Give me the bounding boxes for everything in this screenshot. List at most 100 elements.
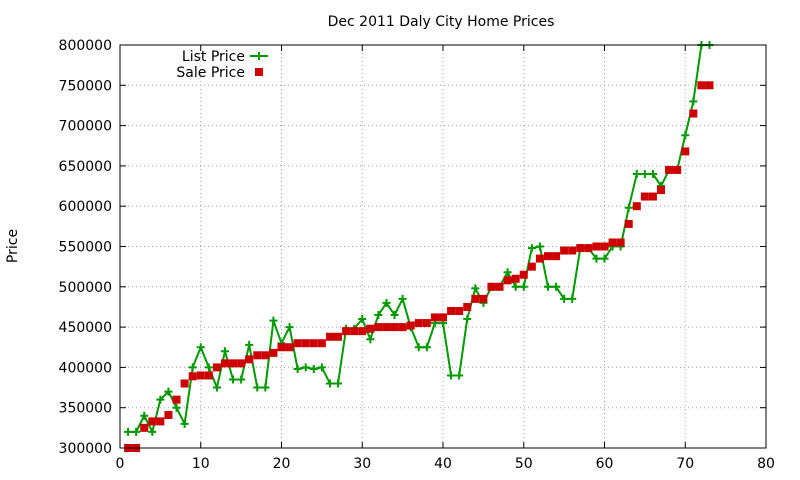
- sale-price-point: [253, 351, 262, 360]
- list-price-point: [503, 268, 512, 277]
- sale-price-point: [164, 410, 173, 419]
- sale-price-point: [503, 276, 512, 285]
- y-tick-label: 700000: [59, 119, 112, 135]
- sale-price-point: [245, 355, 254, 364]
- list-price-point: [172, 403, 181, 412]
- sale-price-point: [430, 313, 439, 322]
- list-price-point: [261, 383, 270, 392]
- y-tick-label: 650000: [59, 159, 112, 175]
- x-tick-label: 0: [116, 456, 125, 472]
- sale-price-point: [616, 238, 625, 247]
- y-tick-label: 450000: [59, 320, 112, 336]
- sale-price-point: [220, 359, 229, 368]
- sale-price-point: [204, 371, 213, 380]
- list-price-point: [390, 311, 399, 320]
- sale-price-point: [584, 244, 593, 253]
- x-tick-label: 60: [596, 456, 614, 472]
- list-price-point: [140, 411, 149, 420]
- sale-price-point: [608, 238, 617, 247]
- list-price-point: [212, 383, 221, 392]
- x-tick-label: 40: [434, 456, 452, 472]
- sale-price-point: [172, 395, 181, 404]
- list-price-point: [358, 315, 367, 324]
- list-price-legend-marker: [255, 52, 263, 60]
- list-price-point: [317, 363, 326, 372]
- sale-price-point: [447, 306, 456, 315]
- sale-price-point: [576, 244, 585, 253]
- list-price-point: [285, 323, 294, 332]
- x-tick-label: 50: [515, 456, 533, 472]
- sale-price-point: [640, 192, 649, 201]
- sale-price-point: [269, 348, 278, 357]
- list-price-point: [600, 254, 609, 263]
- sale-price-point: [382, 323, 391, 332]
- list-price-point: [632, 169, 641, 178]
- sale-price-point: [592, 242, 601, 251]
- list-price-point: [180, 419, 189, 428]
- x-tick-label: 10: [192, 456, 210, 472]
- y-tick-label: 300000: [59, 441, 112, 457]
- sale-price-point: [560, 246, 569, 255]
- sale-price-point: [277, 343, 286, 352]
- list-price-point: [568, 294, 577, 303]
- y-tick-label: 550000: [59, 240, 112, 256]
- sale-price-point: [366, 324, 375, 333]
- list-price-point: [374, 311, 383, 320]
- list-price-point: [164, 387, 173, 396]
- sale-price-point: [261, 351, 270, 360]
- sale-price-point: [697, 81, 706, 90]
- series-layer: [124, 41, 714, 452]
- sale-price-point: [479, 294, 488, 303]
- list-price-point: [560, 294, 569, 303]
- list-price-point: [366, 335, 375, 344]
- list-price-point: [269, 316, 278, 325]
- list-price-point: [463, 315, 472, 324]
- sale-price-point: [689, 109, 698, 118]
- sale-price-point: [148, 417, 157, 426]
- sale-price-point: [390, 323, 399, 332]
- list-price-point: [301, 363, 310, 372]
- list-price-point: [689, 97, 698, 106]
- ticks: 0 10 20 30 40 50 60 70 80 300000 350000 400000 45000…: [59, 38, 775, 472]
- list-price-legend-label: List Price: [182, 49, 245, 65]
- sale-price-point: [511, 274, 520, 283]
- list-price-point: [592, 254, 601, 263]
- sale-price-point: [285, 343, 294, 352]
- x-tick-label: 20: [273, 456, 291, 472]
- sale-price-point: [568, 246, 577, 255]
- sale-price-legend-marker: [255, 68, 263, 76]
- y-tick-label: 750000: [59, 78, 112, 94]
- list-price-point: [527, 244, 536, 253]
- sale-price-point: [180, 379, 189, 388]
- list-price-point: [681, 131, 690, 140]
- sale-price-point: [140, 423, 149, 432]
- sale-price-point: [358, 327, 367, 336]
- sale-price-point: [455, 306, 464, 315]
- sale-price-point: [317, 339, 326, 348]
- sale-price-point: [495, 282, 504, 291]
- sale-price-point: [156, 417, 165, 426]
- list-price-point: [196, 343, 205, 352]
- sale-price-point: [543, 252, 552, 261]
- y-tick-label: 400000: [59, 360, 112, 376]
- sale-price-point: [414, 319, 423, 328]
- sale-price-point: [463, 302, 472, 311]
- list-price-point: [334, 379, 343, 388]
- sale-price-point: [527, 262, 536, 271]
- sale-price-point: [600, 242, 609, 251]
- list-price-point: [640, 169, 649, 178]
- list-price-point: [382, 298, 391, 307]
- sale-price-point: [552, 252, 561, 261]
- sale-price-point: [325, 332, 334, 341]
- list-price-point: [245, 340, 254, 349]
- list-price-point: [156, 395, 165, 404]
- list-price-point: [511, 282, 520, 291]
- sale-price-point: [398, 323, 407, 332]
- sale-price-point: [535, 254, 544, 263]
- sale-price-point: [487, 282, 496, 291]
- list-price-point: [398, 294, 407, 303]
- sale-price-point: [309, 339, 318, 348]
- sale-price-legend-label: Sale Price: [176, 65, 245, 81]
